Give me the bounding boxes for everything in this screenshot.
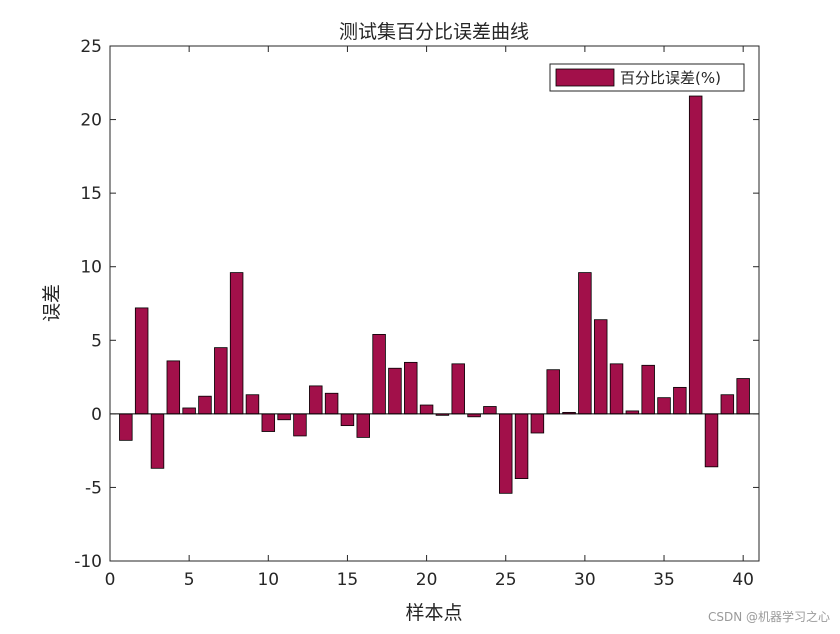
- bar: [261, 413, 276, 432]
- bar: [214, 347, 228, 415]
- y-tick-label: -5: [85, 478, 102, 498]
- bar: [720, 394, 735, 415]
- y-tick-label: -10: [74, 552, 102, 572]
- plot-frame: [109, 45, 760, 562]
- x-tick-label: 15: [337, 570, 359, 590]
- bar: [514, 413, 529, 479]
- bar: [182, 407, 196, 415]
- bar: [277, 413, 291, 421]
- bar: [198, 395, 212, 415]
- bar: [451, 363, 465, 415]
- bar: [530, 413, 545, 434]
- bar: [736, 378, 750, 415]
- x-axis-label: 样本点: [405, 602, 462, 624]
- x-tick-label: 30: [574, 570, 596, 590]
- y-axis-label: 误差: [41, 284, 63, 322]
- bar: [578, 272, 592, 415]
- bar: [688, 95, 703, 415]
- bar: [229, 272, 244, 415]
- y-tick-label: 15: [80, 184, 102, 204]
- bar: [150, 413, 165, 469]
- bar: [419, 404, 434, 415]
- bar: [119, 413, 133, 441]
- legend-entry-label: 百分比误差(%): [620, 69, 721, 87]
- bar: [657, 397, 671, 415]
- chart-title: 测试集百分比误差曲线: [339, 21, 529, 43]
- y-tick-label: 20: [80, 111, 102, 131]
- bar: [388, 367, 402, 415]
- bar: [166, 360, 181, 415]
- bars-layer: [119, 95, 750, 494]
- y-tick-label: 10: [80, 258, 102, 278]
- x-tick-label: 5: [184, 570, 195, 590]
- bar: [498, 413, 513, 494]
- bar: [641, 364, 655, 415]
- y-tick-label: 0: [91, 405, 102, 425]
- bar: [483, 406, 497, 415]
- bar: [673, 386, 687, 415]
- x-axis: 0 5 10 15 20 25 30 35 40: [105, 46, 754, 590]
- bar: [324, 392, 339, 415]
- bar: [309, 385, 323, 415]
- bar: [404, 361, 418, 415]
- y-tick-label: 5: [91, 331, 102, 351]
- bar: [356, 413, 371, 438]
- plot-background: [110, 46, 759, 561]
- x-tick-label: 25: [495, 570, 517, 590]
- bar: [340, 413, 355, 427]
- bar: [609, 363, 624, 415]
- bar: [593, 319, 608, 415]
- watermark: CSDN @机器学习之心: [708, 609, 830, 624]
- x-tick-label: 10: [257, 570, 279, 590]
- x-tick-label: 35: [653, 570, 675, 590]
- bar: [245, 394, 260, 415]
- bar: [546, 369, 560, 415]
- legend-swatch: [555, 68, 615, 87]
- bar: [293, 413, 307, 437]
- x-tick-label: 40: [732, 570, 754, 590]
- bar: [704, 413, 719, 468]
- legend: 百分比误差(%): [549, 63, 745, 92]
- bar: [134, 307, 149, 415]
- y-axis: -10 -5 0 5 10 15 20 25: [74, 37, 759, 572]
- bar: [372, 333, 386, 415]
- x-tick-label: 20: [416, 570, 438, 590]
- x-tick-label: 0: [105, 570, 116, 590]
- y-tick-label: 25: [80, 37, 102, 57]
